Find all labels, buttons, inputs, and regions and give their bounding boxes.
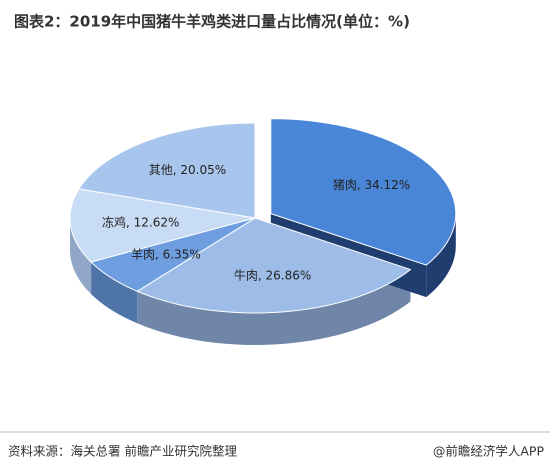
data-label: 牛肉, 26.86% bbox=[234, 268, 311, 283]
data-label: 冻鸡, 12.62% bbox=[102, 215, 179, 230]
slice-side bbox=[137, 269, 411, 345]
data-label: 其他, 20.05% bbox=[149, 163, 226, 177]
source: 资料来源：海关总署 前瞻产业研究院整理 bbox=[8, 444, 237, 459]
slice bbox=[136, 217, 412, 314]
slice bbox=[78, 122, 256, 219]
data-label: 猪肉, 34.12% bbox=[333, 178, 410, 192]
slice bbox=[90, 217, 256, 292]
chart-title: 图表2：2019年中国猪牛羊鸡类进口量占比情况(单位：%) bbox=[14, 13, 410, 31]
slice bbox=[69, 188, 256, 263]
slice-side bbox=[426, 213, 456, 298]
slice bbox=[270, 118, 457, 266]
slice-side bbox=[70, 218, 92, 295]
data-label: 羊肉, 6.35% bbox=[131, 247, 201, 262]
pie: 猪肉, 34.12% 牛肉, 26.86% 羊肉, 6.35% 冻鸡, 12.62% 其… bbox=[69, 118, 457, 345]
slice-side bbox=[91, 262, 138, 324]
brand: @前瞻经济学人APP bbox=[433, 444, 545, 459]
